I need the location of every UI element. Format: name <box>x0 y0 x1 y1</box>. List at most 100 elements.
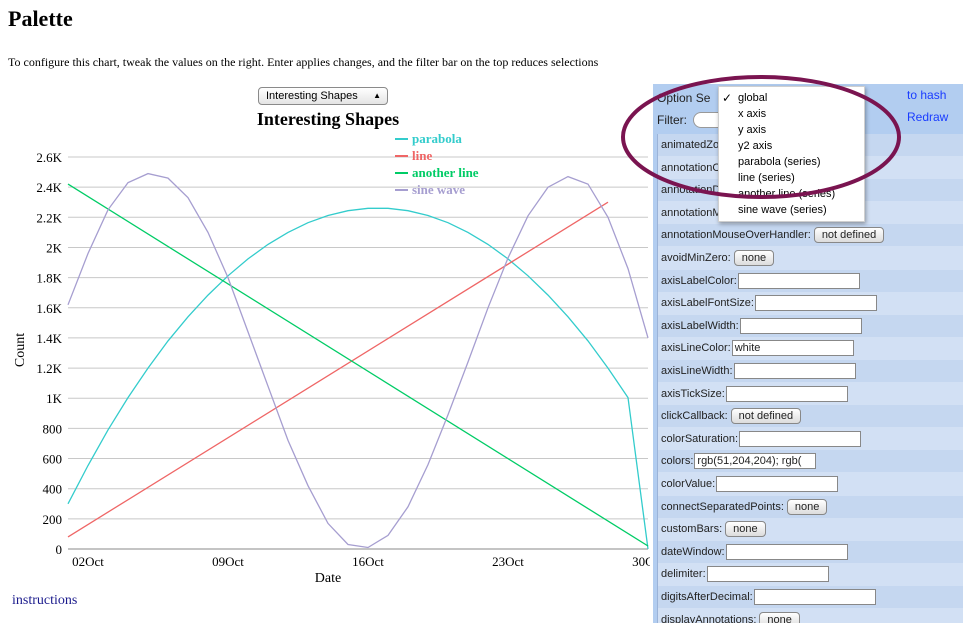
option-input[interactable] <box>725 543 848 560</box>
x-axis-label: Date <box>315 571 341 586</box>
option-row: annotationMouseOverHandler: not defined <box>658 224 963 247</box>
x-tick-labels: 02Oct 09Oct 16Oct 23Oct 30Oct <box>72 554 650 569</box>
chart-selector-value: Interesting Shapes <box>266 90 358 102</box>
option-input[interactable] <box>725 385 848 402</box>
option-input[interactable] <box>733 363 856 380</box>
option-row: delimiter: <box>658 563 963 585</box>
option-button[interactable]: none <box>759 611 800 623</box>
option-label: colors: <box>661 455 694 468</box>
option-button[interactable]: none <box>725 521 766 538</box>
dropdown-item-label: another line (series) <box>738 188 836 200</box>
option-row: customBars: none <box>658 518 963 540</box>
option-row: colors: rgb(51,204,204); rgb( <box>658 450 963 473</box>
x-tick-label: 23Oct <box>492 554 524 569</box>
option-set-label: Option Se <box>657 91 711 105</box>
dropdown-item[interactable]: x axis <box>719 106 864 122</box>
chart-grid <box>68 156 648 550</box>
instructions-link[interactable]: instructions <box>12 593 78 608</box>
series-line-parabola <box>67 207 649 550</box>
option-row: displayAnnotations: none <box>658 609 963 623</box>
option-label: animatedZo <box>661 139 720 152</box>
series-line-line <box>67 201 609 538</box>
dropdown-item[interactable]: y axis <box>719 122 864 138</box>
x-tick-label: 02Oct <box>72 554 104 569</box>
option-button[interactable]: none <box>733 250 775 267</box>
option-label: colorValue: <box>661 478 716 491</box>
option-row: dateWindow: <box>658 540 963 563</box>
y-tick-label: 2.4K <box>36 180 62 195</box>
option-button[interactable]: none <box>786 498 828 515</box>
option-button[interactable]: not defined <box>730 408 802 425</box>
option-label: annotationC <box>661 161 721 174</box>
y-tick-label: 1K <box>46 391 63 406</box>
y-tick-label: 1.8K <box>36 271 62 286</box>
option-label: customBars: <box>661 523 723 536</box>
dropdown-item-label: y axis <box>738 124 767 136</box>
dropdown-item[interactable]: ✓ global <box>719 90 864 106</box>
y-tick-label: 600 <box>43 452 63 467</box>
option-label: digitsAfterDecimal: <box>661 591 753 604</box>
y-tick-label: 2.2K <box>36 210 62 225</box>
option-label: axisLabelFontSize: <box>661 297 754 310</box>
dropdown-item[interactable]: parabola (series) <box>719 154 864 170</box>
y-tick-label: 800 <box>43 421 63 436</box>
option-label: axisTickSize: <box>661 387 725 400</box>
option-button[interactable]: not defined <box>813 227 885 244</box>
option-row: axisLabelWidth: <box>658 314 963 337</box>
y-tick-label: 400 <box>43 482 63 497</box>
option-label: colorSaturation: <box>661 432 739 445</box>
option-input[interactable] <box>706 566 829 583</box>
line-chart: 0 200 400 600 800 1K 1.2K 1.4K 1.6K 1.8K 2K 2.2K 2.4… <box>13 109 650 586</box>
option-row: axisLabelColor: <box>658 269 963 292</box>
x-tick-label: 30Oct <box>632 554 650 569</box>
option-input[interactable] <box>716 476 839 493</box>
option-input[interactable] <box>737 272 860 289</box>
series-line-another-line <box>67 183 649 547</box>
redraw-link[interactable]: Redraw <box>907 110 949 124</box>
dropdown-item[interactable]: y2 axis <box>719 138 864 154</box>
page-description: To configure this chart, tweak the value… <box>8 55 599 69</box>
dropdown-item-label: y2 axis <box>738 140 773 152</box>
option-label: axisLineColor: <box>661 342 731 355</box>
y-axis-label: Count <box>13 333 28 367</box>
series-line-sine-wave <box>67 172 649 549</box>
option-row: axisLineColor: white <box>658 337 963 359</box>
dropdown-item-label: sine wave (series) <box>738 204 827 216</box>
dropdown-item[interactable]: sine wave (series) <box>719 202 864 218</box>
option-set-dropdown[interactable]: ✓ global x axis y axis y2 axis parabola (seri… <box>718 86 865 222</box>
dropdown-item-label: line (series) <box>738 172 795 184</box>
option-label: axisLineWidth: <box>661 365 733 378</box>
chart-selector[interactable]: Interesting Shapes ▲ <box>258 87 388 105</box>
legend-label: sine wave <box>412 182 465 197</box>
option-label: annotationMouseOverHandler: <box>661 229 811 242</box>
chart-title: Interesting Shapes <box>257 109 399 129</box>
y-tick-label: 1.6K <box>36 301 62 316</box>
dropdown-item-label: global <box>738 92 768 104</box>
dropdown-item-label: x axis <box>738 108 767 120</box>
legend-label: parabola <box>412 131 462 146</box>
option-row: axisTickSize: <box>658 383 963 405</box>
option-input[interactable] <box>739 430 862 447</box>
y-tick-label: 0 <box>56 542 63 557</box>
option-label: delimiter: <box>661 568 706 581</box>
option-row: connectSeparatedPoints: none <box>658 495 963 518</box>
dropdown-item[interactable]: another line (series) <box>719 186 864 202</box>
page-title: Palette <box>8 6 73 31</box>
to-hash-link[interactable]: to hash <box>907 88 947 102</box>
y-tick-labels: 0 200 400 600 800 1K 1.2K 1.4K 1.6K 1.8K 2K 2.2K 2.4… <box>36 150 62 557</box>
option-label: connectSeparatedPoints: <box>661 500 784 513</box>
option-input[interactable] <box>753 589 876 606</box>
option-input[interactable]: white <box>731 340 854 357</box>
y-tick-label: 200 <box>43 512 63 527</box>
dropdown-item[interactable]: line (series) <box>719 170 864 186</box>
option-row: digitsAfterDecimal: <box>658 586 963 608</box>
option-row: avoidMinZero: none <box>658 247 963 269</box>
option-row: axisLabelFontSize: <box>658 292 963 314</box>
option-label: axisLabelWidth: <box>661 319 739 332</box>
x-tick-label: 09Oct <box>212 554 244 569</box>
option-input[interactable] <box>739 317 862 334</box>
option-input[interactable] <box>754 295 877 312</box>
option-input[interactable]: rgb(51,204,204); rgb( <box>694 453 817 470</box>
y-tick-label: 2.6K <box>36 150 62 165</box>
option-label: dateWindow: <box>661 545 725 558</box>
